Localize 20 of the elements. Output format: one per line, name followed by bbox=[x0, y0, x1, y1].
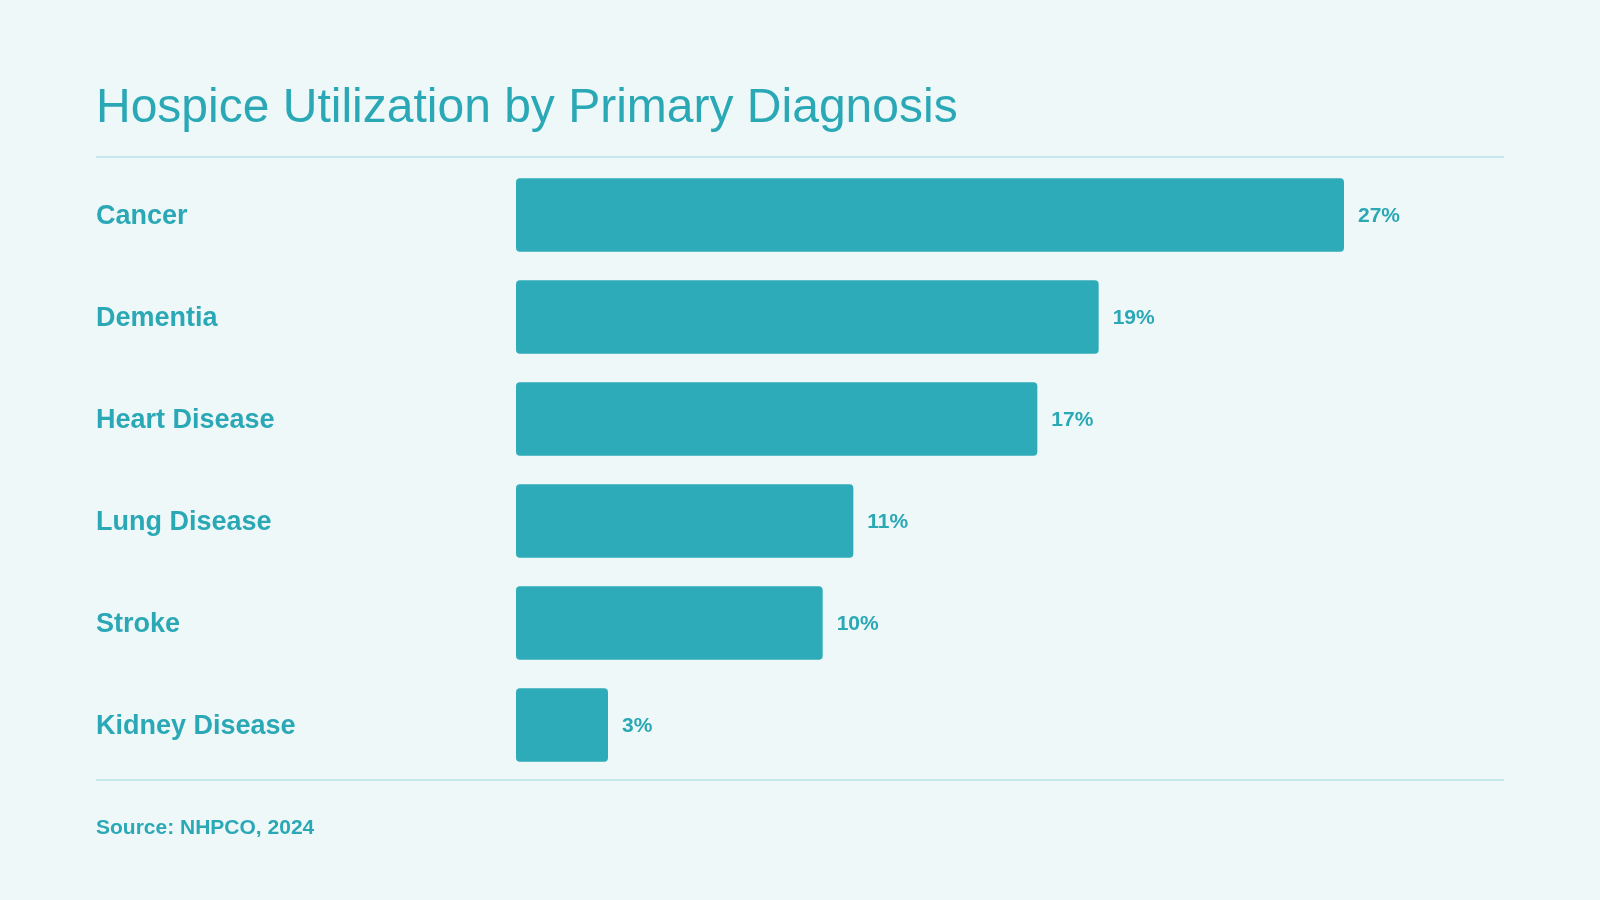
data-label: 11% bbox=[867, 509, 909, 533]
data-label: 3% bbox=[622, 713, 653, 737]
bar bbox=[516, 178, 1344, 252]
bar bbox=[516, 688, 608, 762]
bar bbox=[516, 586, 823, 660]
y-tick-label: Kidney Disease bbox=[96, 710, 296, 741]
data-label: 27% bbox=[1358, 203, 1401, 227]
data-label: 17% bbox=[1051, 407, 1094, 431]
y-tick-label: Stroke bbox=[96, 608, 181, 639]
data-label: 10% bbox=[836, 611, 880, 635]
y-tick-label: Dementia bbox=[96, 302, 219, 333]
data-label: 19% bbox=[1112, 305, 1156, 329]
bar bbox=[516, 382, 1038, 456]
bar bbox=[516, 280, 1099, 354]
chart-title: Hospice Utilization by Primary Diagnosis bbox=[96, 79, 958, 132]
y-tick-label: Heart Disease bbox=[96, 404, 275, 435]
bar bbox=[516, 484, 854, 558]
y-tick-label: Lung Disease bbox=[96, 506, 272, 537]
y-tick-label: Cancer bbox=[96, 200, 189, 231]
source-note: Source: NHPCO, 2024 bbox=[96, 815, 315, 838]
